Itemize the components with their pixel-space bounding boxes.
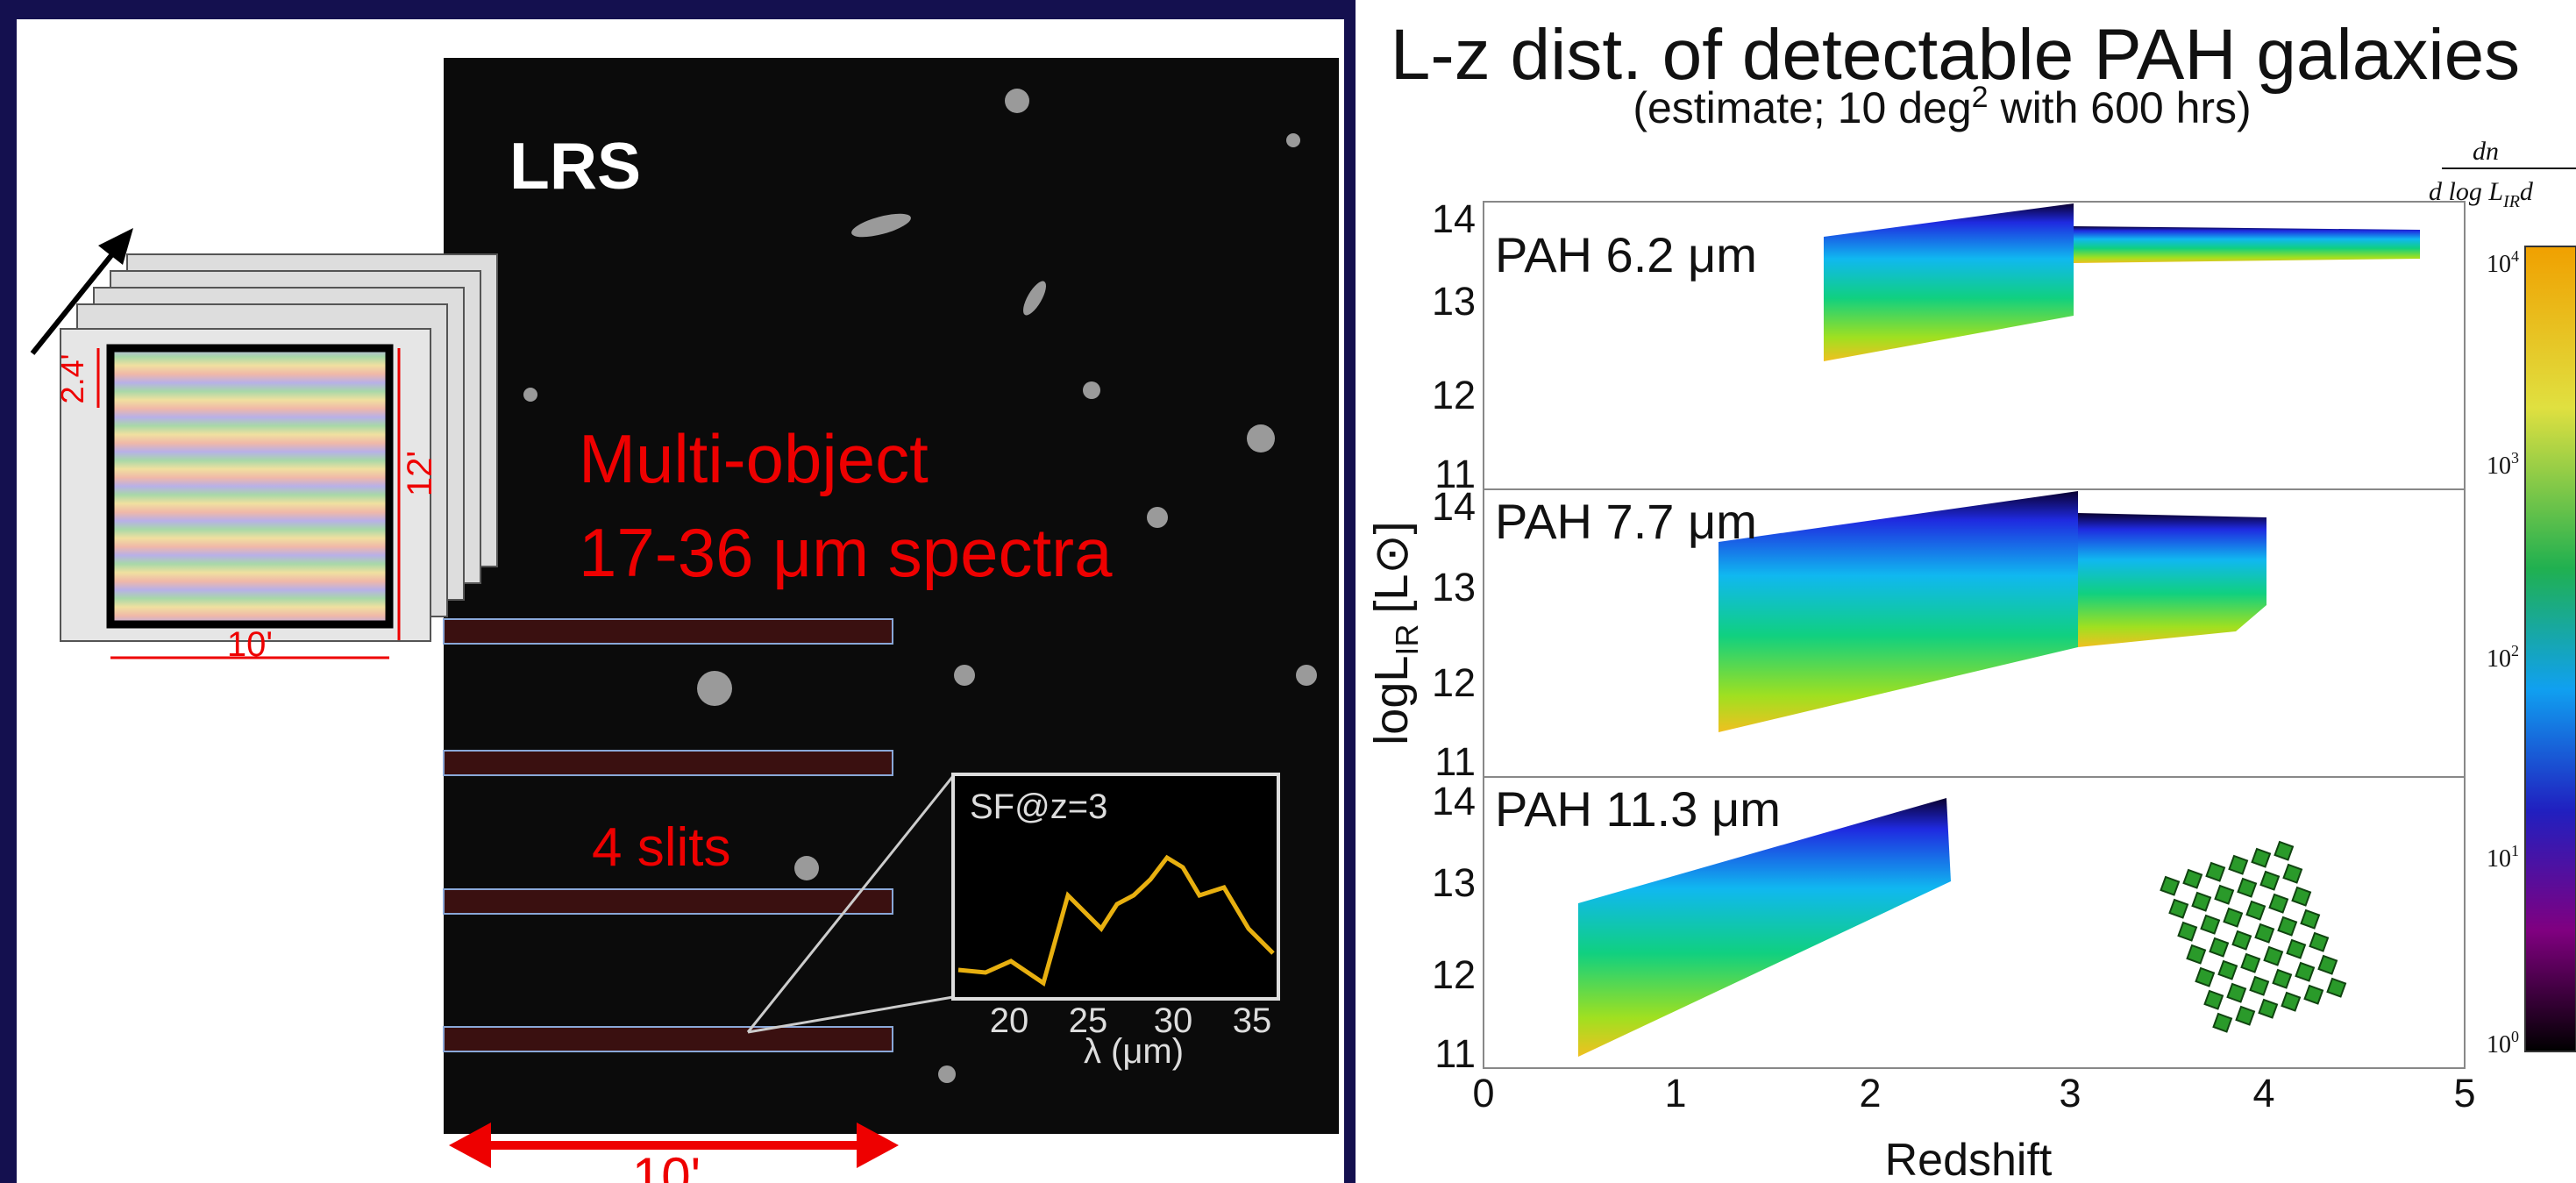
frame-label: 2.4' <box>54 354 90 404</box>
tick-exp: 3 <box>2511 449 2519 467</box>
x-tick-label: 3 <box>2059 1071 2081 1115</box>
x-tick-label: 0 <box>1472 1071 1494 1115</box>
slide: LRS Multi-object 17-36 μm spectra 4 slit… <box>0 0 2576 1183</box>
colorbar-numerator: dn <box>2473 137 2499 166</box>
y-tick-label: 13 <box>1432 279 1476 324</box>
subtitle-sup: 2 <box>1972 81 1989 114</box>
y-tick-label: 11 <box>1434 739 1476 784</box>
frame-label: 10' <box>227 625 273 664</box>
inset-x-label: λ (μm) <box>1084 1032 1184 1071</box>
subtitle-text: with 600 hrs) <box>1989 83 2252 132</box>
chart-subtitle: (estimate; 10 deg2 with 600 hrs) <box>1633 81 2251 132</box>
spectra-text: 17-36 μm spectra <box>579 514 1113 591</box>
denominator-text: d log L <box>2429 177 2503 206</box>
y-label-sub: IR <box>1389 624 1425 656</box>
tick-exp: 2 <box>2511 642 2519 659</box>
inset-x-tick: 35 <box>1233 1001 1272 1040</box>
tick-base: 10 <box>2487 645 2511 673</box>
x-tick-label: 4 <box>2252 1071 2274 1115</box>
scale-label: 10' <box>632 1147 701 1183</box>
y-tick-label: 14 <box>1432 779 1476 823</box>
frame-label: 12' <box>401 451 439 496</box>
panel-label: PAH 11.3 μm <box>1495 781 1781 837</box>
tick-base: 10 <box>2487 453 2511 480</box>
slits-text: 4 slits <box>592 817 730 878</box>
tick-exp: 0 <box>2511 1028 2519 1045</box>
tick-base: 10 <box>2487 845 2511 873</box>
x-tick-label: 1 <box>1664 1071 1686 1115</box>
y-tick-label: 12 <box>1432 373 1476 417</box>
tick-base: 10 <box>2487 251 2511 278</box>
inset-title: SF@z=3 <box>970 787 1107 826</box>
x-tick-label: 2 <box>1859 1071 1881 1115</box>
y-tick-label: 14 <box>1432 196 1476 241</box>
x-axis-label: Redshift <box>1885 1135 2053 1183</box>
y-tick-label: 12 <box>1432 660 1476 705</box>
multi-object-text: Multi-object <box>579 420 929 497</box>
panel-label: PAH 7.7 μm <box>1495 494 1757 549</box>
lrs-label: LRS <box>509 129 641 203</box>
y-label-main: logL <box>1365 656 1418 745</box>
tick-exp: 1 <box>2511 842 2519 859</box>
y-tick-label: 12 <box>1432 952 1476 997</box>
y-tick-label: 13 <box>1432 565 1476 609</box>
panel-label: PAH 6.2 μm <box>1495 227 1757 282</box>
tick-base: 10 <box>2487 1031 2511 1058</box>
denominator-end: d <box>2520 177 2534 206</box>
y-tick-label: 13 <box>1432 860 1476 905</box>
tick-exp: 4 <box>2511 247 2519 265</box>
y-label-unit: [L⊙] <box>1365 521 1418 613</box>
y-tick-label: 11 <box>1434 1031 1476 1076</box>
x-tick-label: 5 <box>2453 1071 2475 1115</box>
colorbar <box>2525 246 2576 1051</box>
inset-x-tick: 20 <box>990 1001 1029 1040</box>
y-tick-label: 14 <box>1432 484 1476 529</box>
frame-stack <box>60 254 497 641</box>
denominator-sub: IR <box>2502 192 2520 211</box>
subtitle-text: (estimate; 10 deg <box>1633 83 1971 132</box>
